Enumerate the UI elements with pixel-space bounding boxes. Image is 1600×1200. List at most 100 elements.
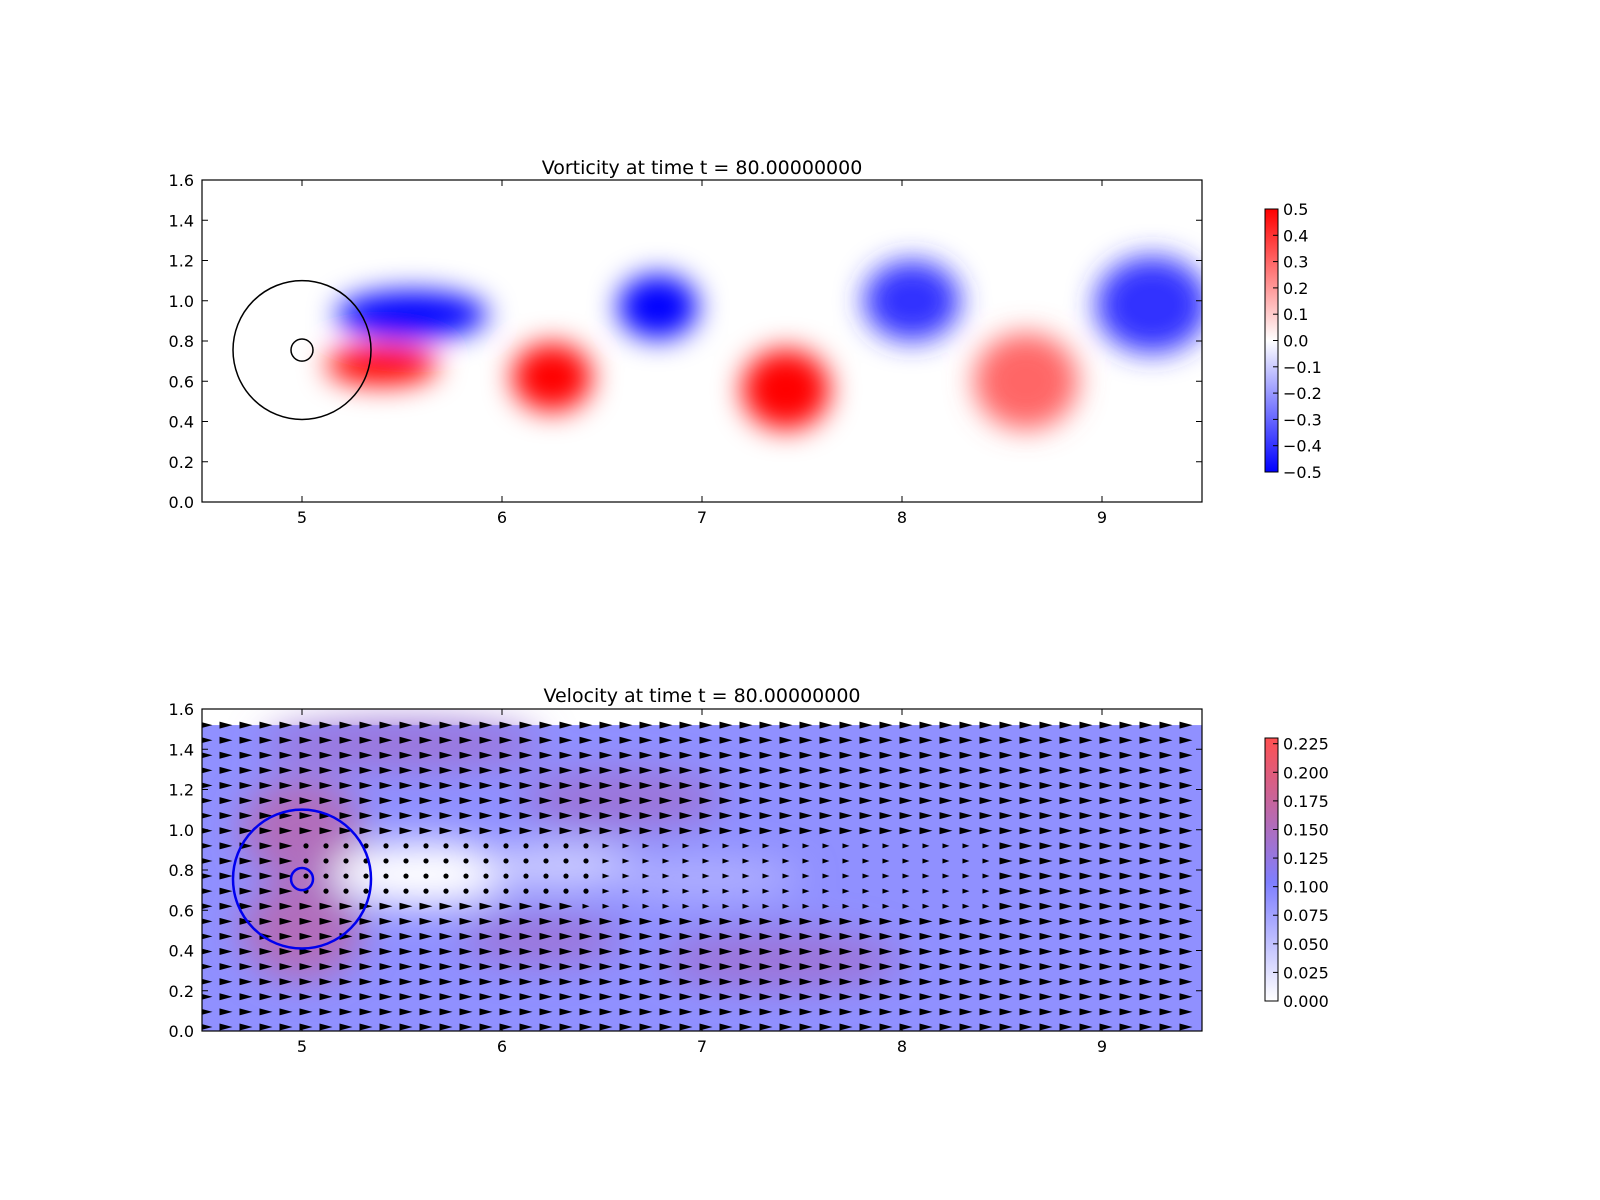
quiver-arrow [299,781,313,789]
quiver-arrow [682,843,690,849]
quiver-arrow [539,963,553,971]
quiver-arrow [1059,797,1073,805]
quiver-arrow [979,1008,993,1016]
quiver-arrow [942,873,950,879]
quiver-arrow [579,781,593,789]
quiver-arrow [739,781,753,789]
quiver-arrow [219,902,233,910]
quiver-arrow [902,888,910,894]
quiver-arrow [339,948,353,956]
quiver-arrow [399,1023,413,1031]
quiver-arrow [999,872,1013,880]
quiver-arrow [359,797,373,805]
quiver-arrow [559,1023,573,1031]
quiver-arrow [922,843,930,849]
quiver-arrow [819,993,833,1001]
quiver-arrow [679,781,693,789]
quiver-arrow [842,888,850,894]
quiver-arrow [859,1023,873,1031]
quiver-arrow [1019,887,1033,895]
quiver-arrow [539,736,553,744]
quiver-arrow [1019,872,1033,880]
quiver-arrow [959,948,973,956]
y-tick-label: 1.2 [169,781,194,800]
quiver-arrow [802,903,810,909]
quiver-arrow [599,932,613,940]
quiver-arrow [779,797,793,805]
quiver-arrow [202,858,213,864]
quiver-arrow [1159,1023,1173,1031]
quiver-arrow [579,978,593,986]
quiver-arrow [479,993,493,1001]
quiver-arrow [699,827,713,835]
quiver-arrow [619,917,633,925]
quiver-dot [503,888,509,894]
quiver-arrow [759,736,773,744]
y-tick-label: 0.4 [169,413,194,432]
quiver-arrow [779,993,793,1001]
quiver-arrow [1159,842,1173,850]
quiver-arrow [999,781,1013,789]
quiver-arrow [919,993,933,1001]
velocity-region [662,930,902,991]
quiver-arrow [599,948,613,956]
quiver-arrow [939,932,953,940]
quiver-arrow [819,781,833,789]
quiver-arrow [599,827,613,835]
quiver-arrow [862,888,870,894]
quiver-arrow [979,721,993,729]
boundary-circle [290,338,314,362]
quiver-arrow [1179,812,1193,820]
quiver-arrow [842,858,850,864]
quiver-arrow [259,827,273,835]
quiver-arrow [839,963,853,971]
quiver-arrow [939,736,953,744]
quiver-arrow [1159,902,1173,910]
quiver-arrow [702,888,710,894]
quiver-arrow [519,781,533,789]
quiver-arrow [1159,751,1173,759]
quiver-arrow [879,932,893,940]
quiver-arrow [742,873,750,879]
quiver-arrow [439,751,453,759]
y-tick-label: 0.8 [169,861,194,880]
quiver-arrow [539,1008,553,1016]
quiver-arrow [499,993,513,1001]
quiver-arrow [739,963,753,971]
quiver-arrow [999,766,1013,774]
quiver-arrow [439,766,453,774]
quiver-arrow [859,1008,873,1016]
quiver-arrow [899,917,913,925]
y-tick-label: 0.2 [169,982,194,1001]
quiver-arrow [799,993,813,1001]
quiver-dot [543,873,549,879]
quiver-arrow [559,797,573,805]
quiver-arrow [1099,948,1113,956]
quiver-arrow [819,751,833,759]
quiver-arrow [219,993,233,1001]
vorticity-x-axis: 5 6 7 8 9 [297,180,1107,527]
quiver-arrow [259,781,273,789]
quiver-arrow [202,993,213,1000]
quiver-arrow [202,752,213,759]
quiver-arrow [279,721,293,729]
quiver-arrow [1059,887,1073,895]
quiver-arrow [902,843,910,849]
quiver-arrow [499,932,513,940]
quiver-dot [503,843,509,849]
quiver-arrow [599,917,613,925]
y-tick-label: 1.6 [169,700,194,719]
quiver-arrow [499,978,513,986]
quiver-arrow [619,978,633,986]
quiver-arrow [982,873,990,879]
quiver-arrow [202,843,213,849]
quiver-arrow [1059,842,1073,850]
quiver-arrow [1119,827,1133,835]
quiver-arrow [879,721,893,729]
quiver-arrow [1019,963,1033,971]
quiver-arrow [759,766,773,774]
quiver-arrow [979,963,993,971]
quiver-arrow [999,827,1013,835]
quiver-arrow [1019,993,1033,1001]
quiver-arrow [699,781,713,789]
